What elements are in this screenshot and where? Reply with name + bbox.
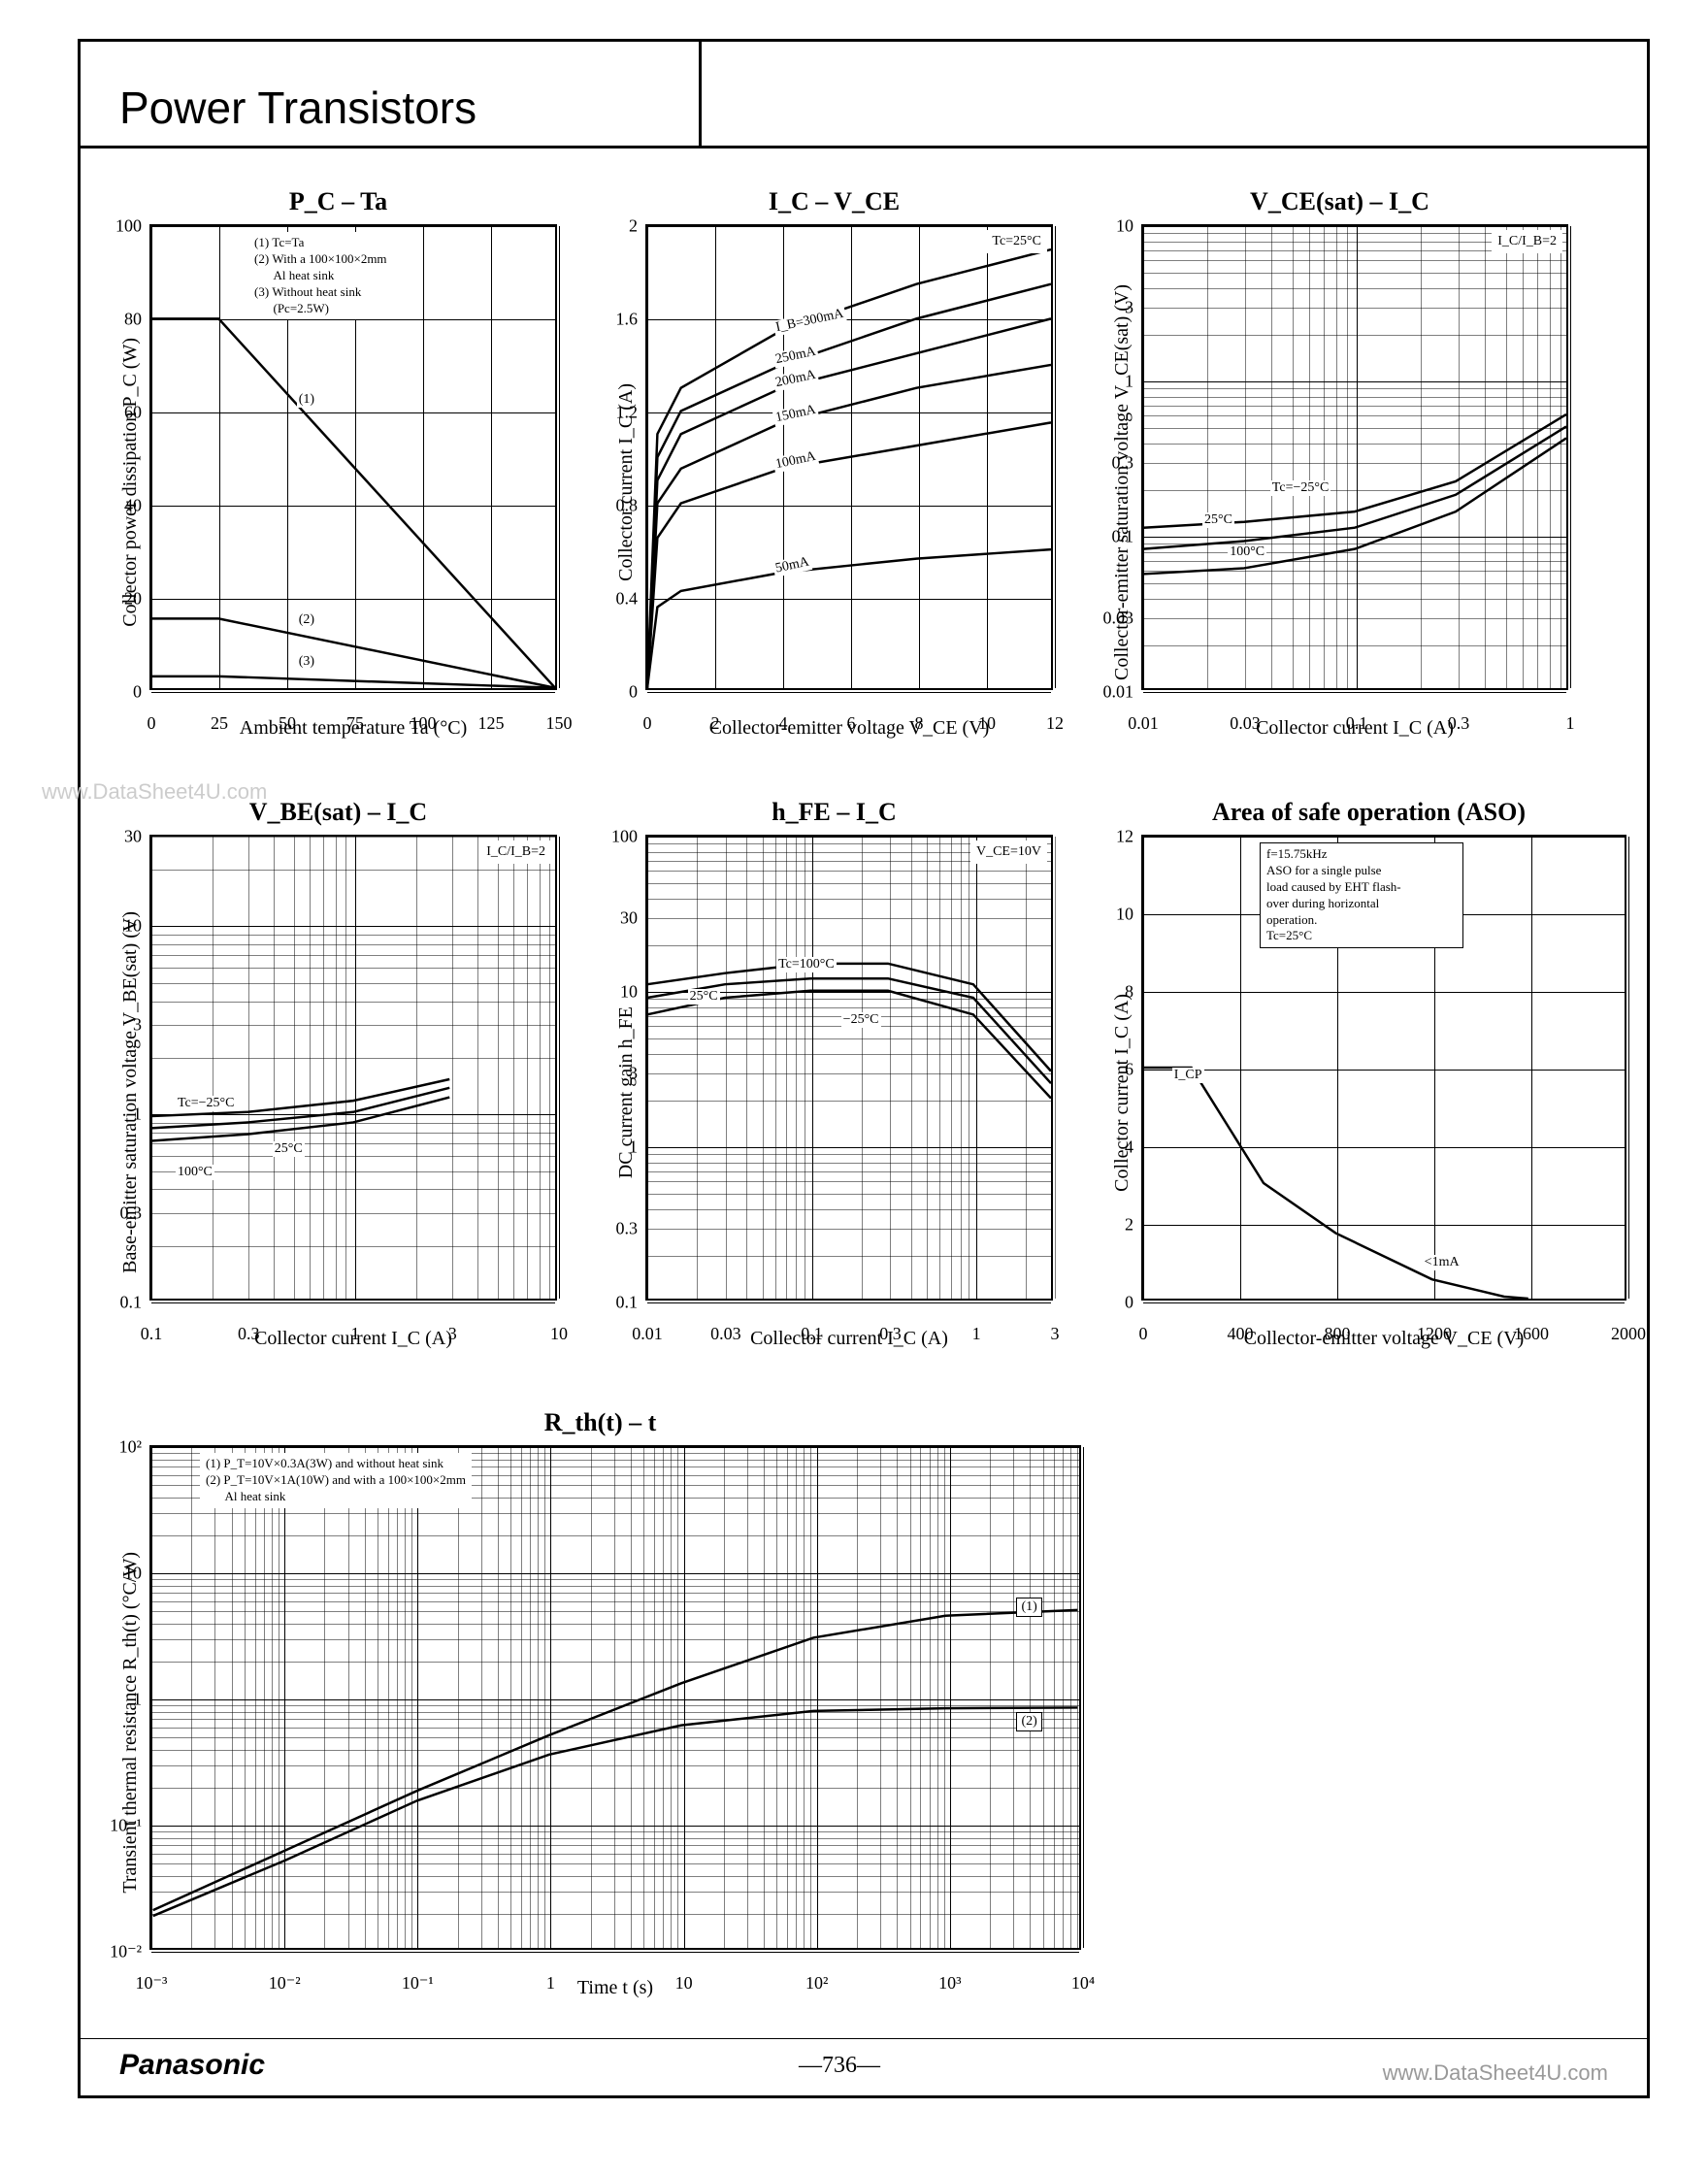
temp-label-1: 25°C	[688, 989, 720, 1005]
plot-cond: V_CE=10V	[970, 840, 1047, 864]
temp-label-0: Tc=100°C	[776, 957, 837, 972]
temp-label-1: 25°C	[273, 1141, 305, 1157]
plot-cond: I_C/I_B=2	[480, 840, 551, 864]
label-icp: I_CP	[1172, 1068, 1204, 1083]
curve-label-1: (1)	[297, 392, 316, 408]
page-title: Power Transistors	[81, 42, 702, 146]
ylabel: Transient thermal resistance R_th(t) (°C…	[119, 1552, 142, 1894]
temp-label-2: −25°C	[841, 1012, 881, 1028]
chart-title: V_CE(sat) – I_C	[1250, 187, 1429, 216]
chart-title: Area of safe operation (ASO)	[1212, 798, 1526, 827]
charts-area: P_C – Ta Collector power dissipation P_C…	[81, 148, 1647, 2038]
watermark-left: www.DataSheet4U.com	[42, 779, 267, 805]
chart-title: h_FE – I_C	[772, 798, 897, 827]
brand-logo: Panasonic	[119, 2049, 265, 2082]
curve-label-2: (2)	[297, 612, 316, 628]
temp-label-2: 100°C	[176, 1165, 214, 1180]
temp-label-0: Tc=−25°C	[1270, 480, 1331, 496]
chart-hfe-ic: h_FE – I_C DC current gain h_FE V_CE=10V…	[615, 798, 1053, 1350]
curve-label-1: (1)	[1016, 1598, 1041, 1617]
chart-title: P_C – Ta	[289, 187, 387, 216]
plot-area: (1) P_T=10V×0.3A(3W) and without heat si…	[149, 1445, 1081, 1950]
chart-title: V_BE(sat) – I_C	[249, 798, 427, 827]
plot-cond: Tc=25°C	[986, 230, 1047, 253]
plot-area: V_CE=10V Tc=100°C 25°C −25°C 0.010.030.1…	[645, 835, 1053, 1301]
page-number: —736—	[799, 2053, 880, 2079]
header-blank	[702, 42, 1647, 146]
curve-label-3: (3)	[297, 654, 316, 670]
plot-note: (1) Tc=Ta(2) With a 100×100×2mm Al heat …	[248, 232, 393, 319]
plot-cond: I_C/I_B=2	[1492, 230, 1562, 253]
plot-area: Tc=25°C 02468101200.40.81.21.62I_B=300mA…	[645, 224, 1053, 690]
plot-area: f=15.75kHzASO for a single pulseload cau…	[1141, 835, 1626, 1301]
chart-aso: Area of safe operation (ASO) Collector c…	[1111, 798, 1626, 1350]
chart-title: I_C – V_CE	[769, 187, 900, 216]
plot-area: I_C/I_B=2 Tc=−25°C 25°C 100°C 0.10.31310…	[149, 835, 557, 1301]
page-header: Power Transistors	[81, 42, 1647, 148]
temp-label-1: 25°C	[1202, 512, 1234, 528]
chart-rth-t: R_th(t) – t Transient thermal resistance…	[119, 1408, 1081, 1999]
xlabel: Time t (s)	[577, 1977, 653, 1999]
ylabel: Collector power dissipation P_C (W)	[119, 338, 142, 627]
curve-label-2: (2)	[1016, 1712, 1041, 1731]
temp-label-0: Tc=−25°C	[176, 1096, 237, 1111]
plot-area: (1) Tc=Ta(2) With a 100×100×2mm Al heat …	[149, 224, 557, 690]
chart-pc-ta: P_C – Ta Collector power dissipation P_C…	[119, 187, 557, 740]
watermark-right: www.DataSheet4U.com	[1383, 2060, 1608, 2086]
plot-note: (1) P_T=10V×0.3A(3W) and without heat si…	[200, 1453, 472, 1508]
chart-title: R_th(t) – t	[544, 1408, 657, 1437]
chart-vcesat-ic: V_CE(sat) – I_C Collector-emitter satura…	[1111, 187, 1568, 740]
ylabel: Collector current I_C (A)	[1111, 994, 1133, 1192]
chart-vbesat-ic: V_BE(sat) – I_C Base-emitter saturation …	[119, 798, 557, 1350]
temp-label-2: 100°C	[1228, 544, 1266, 560]
page-border: Power Transistors www.DataSheet4U.com P_…	[78, 39, 1650, 2098]
xlabel: Collector-emitter voltage V_CE (V)	[1244, 1328, 1525, 1350]
chart-row-2: V_BE(sat) – I_C Base-emitter saturation …	[119, 798, 1608, 1350]
plot-area: I_C/I_B=2 Tc=−25°C 25°C 100°C 0.010.030.…	[1141, 224, 1568, 690]
chart-row-1: P_C – Ta Collector power dissipation P_C…	[119, 187, 1608, 740]
label-1ma: <1mA	[1423, 1255, 1462, 1270]
xlabel: Collector current I_C (A)	[750, 1328, 948, 1350]
chart-row-3: R_th(t) – t Transient thermal resistance…	[119, 1408, 1608, 1999]
plot-note: f=15.75kHzASO for a single pulseload cau…	[1260, 842, 1463, 948]
chart-ic-vce: I_C – V_CE Collector current I_C (A) Tc=…	[615, 187, 1053, 740]
